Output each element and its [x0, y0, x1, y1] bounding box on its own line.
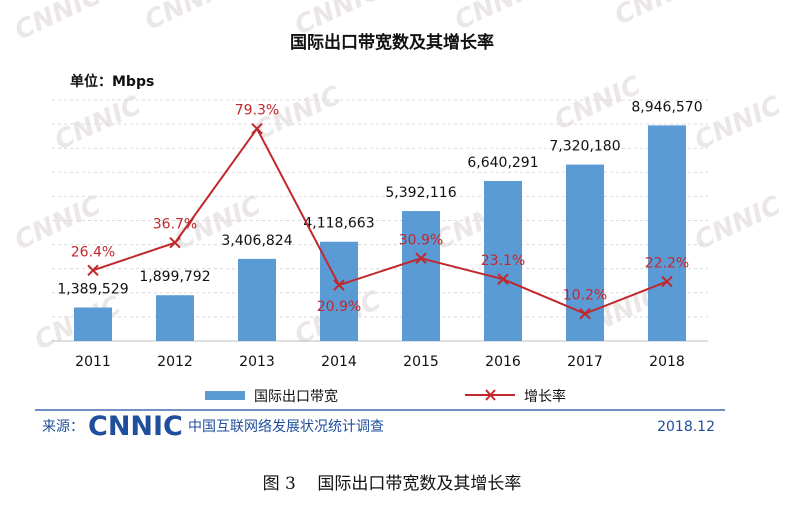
rate-line	[92, 126, 668, 315]
legend: 国际出口带宽 增长率	[205, 388, 566, 405]
rate-marker	[333, 279, 345, 291]
bar-value-label: 3,406,824	[221, 233, 292, 249]
rate-value-label: 22.2%	[645, 256, 689, 272]
x-tick-label: 2016	[485, 354, 521, 370]
bar	[74, 307, 112, 341]
bar	[320, 241, 358, 341]
x-tick-label: 2011	[75, 354, 111, 370]
bar-value-label: 7,320,180	[549, 139, 620, 155]
rate-marker	[87, 264, 99, 277]
source-prefix: 来源：	[42, 419, 84, 435]
rate-value-label: 10.2%	[563, 288, 607, 304]
x-tick-label: 2014	[321, 354, 357, 370]
rate-value-label: 30.9%	[399, 232, 443, 248]
bar	[484, 180, 522, 341]
bar	[238, 258, 276, 341]
x-tick-label: 2017	[567, 354, 603, 370]
x-tick-label: 2013	[239, 354, 275, 370]
x-tick-label: 2015	[403, 354, 439, 370]
watermark-text: CNNIC	[690, 91, 785, 157]
rate-value-label: 79.3%	[235, 103, 279, 119]
bar-value-label: 4,118,663	[303, 216, 374, 232]
figure-caption: 图 3 国际出口带宽数及其增长率	[263, 474, 522, 494]
source-organization: 中国互联网络发展状况统计调查	[188, 419, 384, 435]
cnnic-logo: CNNIC	[88, 411, 183, 442]
bar-value-label: 1,389,529	[57, 282, 128, 298]
rate-marker	[169, 237, 181, 249]
rate-marker	[415, 252, 427, 264]
watermark-text: CNNIC	[140, 0, 235, 36]
rate-value-label: 36.7%	[153, 217, 197, 233]
rate-value-label: 26.4%	[71, 244, 115, 260]
bar-series	[74, 125, 686, 341]
rate-value-labels: 26.4% 36.7% 79.3% 20.9% 30.9% 23.1% 10.2% 22.2%	[71, 103, 689, 315]
source-date: 2018.12	[657, 419, 715, 435]
bar	[156, 295, 194, 341]
bar	[648, 125, 686, 341]
legend-x-marker-icon	[485, 389, 496, 401]
bar-value-label: 6,640,291	[467, 155, 538, 171]
rate-marker	[251, 122, 263, 135]
unit-label: 单位：Mbps	[70, 73, 154, 90]
watermark-text: CNNIC	[610, 0, 705, 31]
x-tick-label: 2018	[649, 354, 685, 370]
bar-value-label: 1,899,792	[139, 269, 210, 285]
bar-value-label: 5,392,116	[385, 185, 456, 201]
x-axis-ticks: 2011 2012 2013 2014 2015 2016 2017 2018	[75, 354, 685, 370]
watermark-text: CNNIC	[690, 191, 785, 257]
rate-line-series	[87, 122, 673, 320]
chart-title: 国际出口带宽数及其增长率	[290, 32, 494, 53]
rate-value-label: 23.1%	[481, 253, 525, 269]
legend-line-label: 增长率	[524, 388, 566, 405]
x-tick-label: 2012	[157, 354, 193, 370]
bar-value-labels: 1,389,529 1,899,792 3,406,824 4,118,663 5,39…	[57, 99, 702, 297]
watermark-text: CNNIC	[450, 0, 545, 36]
watermark-text: CNNIC	[10, 0, 105, 46]
rate-marker	[579, 307, 591, 320]
legend-bar-swatch	[205, 391, 245, 400]
bar	[566, 164, 604, 341]
bar	[402, 211, 440, 341]
rate-marker	[661, 275, 673, 288]
legend-bar-label: 国际出口带宽	[254, 388, 338, 405]
rate-marker	[497, 273, 509, 285]
bar-value-label: 8,946,570	[631, 99, 702, 115]
rate-value-label: 20.9%	[317, 299, 361, 315]
